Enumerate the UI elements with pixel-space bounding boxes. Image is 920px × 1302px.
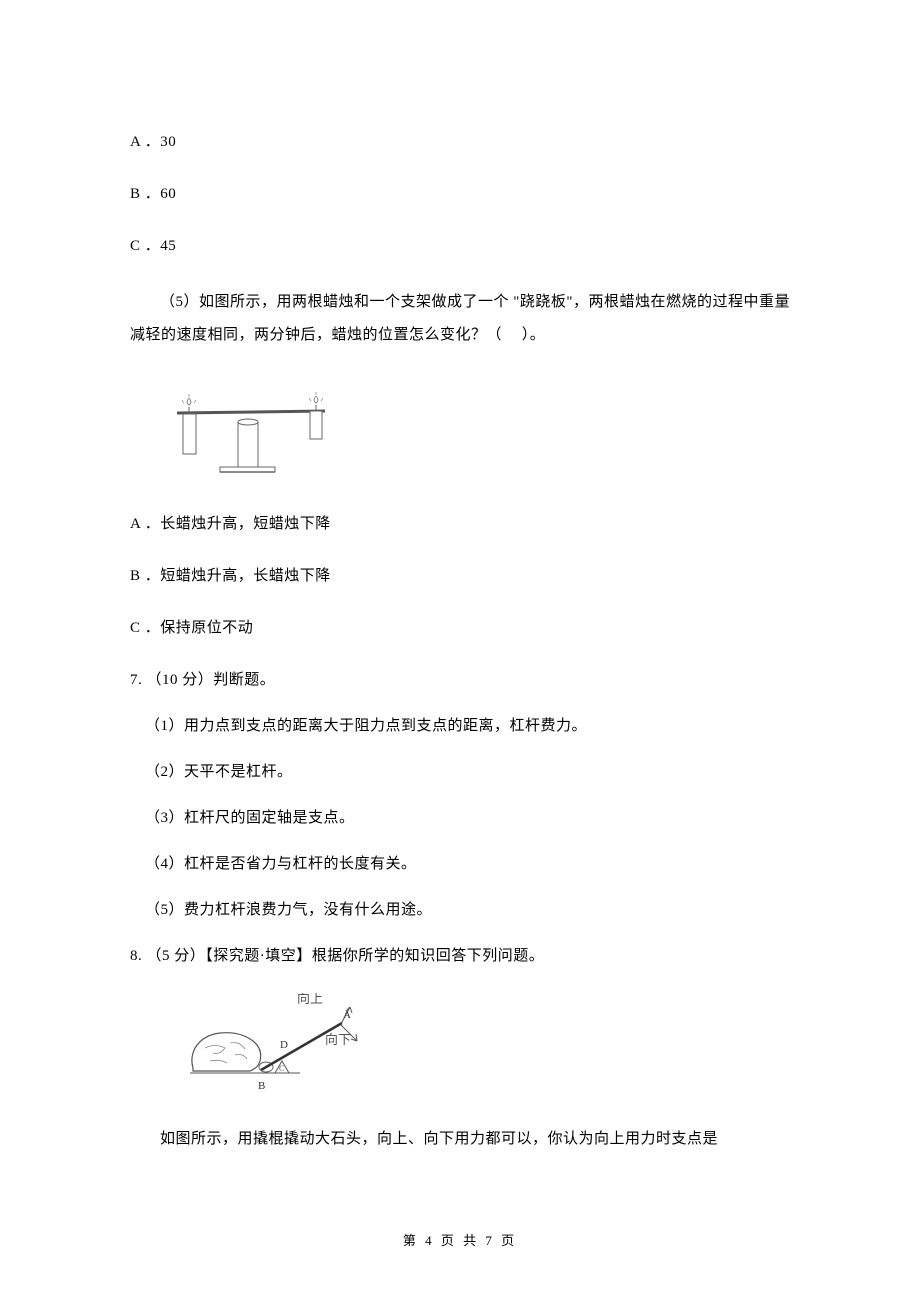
- q7-item-5: （5）费力杠杆浪费力气，没有什么用途。: [130, 898, 790, 922]
- q7-item-4: （4）杠杆是否省力与杠杆的长度有关。: [130, 852, 790, 876]
- q5-option-c: C ．保持原位不动: [130, 616, 790, 640]
- lever-svg: 向上 A 向下 D B C: [185, 993, 385, 1098]
- q7-header: 7. （10 分）判断题。: [130, 668, 790, 692]
- q7-item-3: （3）杠杆尺的固定轴是支点。: [130, 806, 790, 830]
- q7-item-2: （2）天平不是杠杆。: [130, 760, 790, 784]
- q5-text-content: （5）如图所示，用两根蜡烛和一个支架做成了一个 "跷跷板"，两根蜡烛在燃烧的过程…: [130, 294, 790, 343]
- candle-svg: [165, 367, 345, 482]
- q5-option-a: A ．长蜡烛升高，短蜡烛下降: [130, 512, 790, 536]
- svg-text:向下: 向下: [325, 1032, 351, 1047]
- q4-option-b: B ．60: [130, 182, 790, 206]
- svg-text:A: A: [343, 1009, 351, 1021]
- q8-header: 8. （5 分）【探究题·填空】根据你所学的知识回答下列问题。: [130, 944, 790, 968]
- q5-option-b: B ．短蜡烛升高，长蜡烛下降: [130, 564, 790, 588]
- q5-text: （5）如图所示，用两根蜡烛和一个支架做成了一个 "跷跷板"，两根蜡烛在燃烧的过程…: [130, 286, 790, 352]
- svg-text:向上: 向上: [297, 993, 323, 1006]
- svg-text:C: C: [279, 1064, 284, 1073]
- candle-figure: [165, 367, 790, 482]
- page-footer: 第 4 页 共 7 页: [0, 1231, 920, 1252]
- svg-text:B: B: [258, 1080, 265, 1092]
- lever-figure: 向上 A 向下 D B C: [185, 993, 790, 1098]
- q8-text: 如图所示，用撬棍撬动大石头，向上、向下用力都可以，你认为向上用力时支点是: [130, 1123, 790, 1156]
- q4-option-a: A ．30: [130, 130, 790, 154]
- svg-text:D: D: [280, 1039, 288, 1051]
- q4-option-c: C ．45: [130, 234, 790, 258]
- q8-text-content: 如图所示，用撬棍撬动大石头，向上、向下用力都可以，你认为向上用力时支点是: [160, 1131, 718, 1147]
- q7-item-1: （1）用力点到支点的距离大于阻力点到支点的距离，杠杆费力。: [130, 714, 790, 738]
